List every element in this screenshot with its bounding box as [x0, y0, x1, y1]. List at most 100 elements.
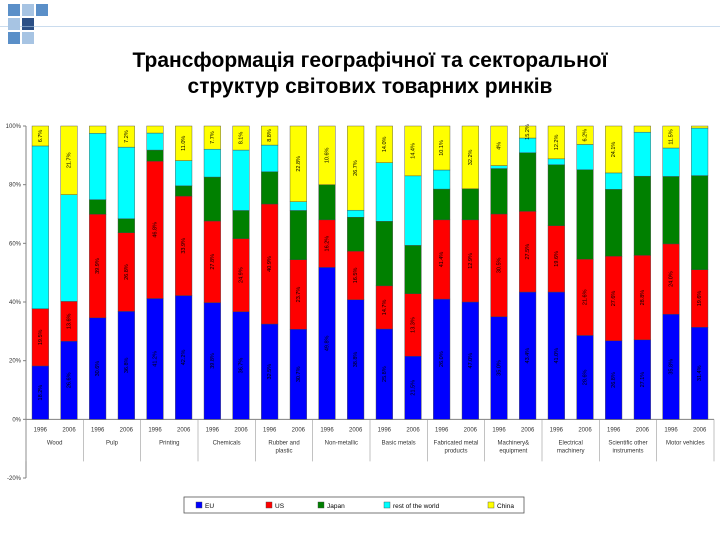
x-tick-label: 2006: [578, 427, 592, 433]
bar-segment: [605, 189, 623, 257]
group-label: Electrical: [558, 440, 582, 446]
data-label: 6.7%: [38, 130, 44, 143]
data-label: 41.4%: [439, 252, 445, 268]
data-label: 39.9%: [95, 258, 101, 274]
data-label: 30.6%: [95, 361, 101, 377]
bar-segment: [203, 176, 221, 222]
decor-square-7: [22, 32, 34, 44]
data-label: 36.7%: [238, 358, 244, 374]
legend-label: US: [275, 503, 285, 510]
x-tick-label: 1996: [664, 427, 678, 433]
bar-segment: [89, 125, 107, 134]
bar-segment: [117, 146, 135, 219]
group-label: instruments: [612, 448, 643, 454]
bar-segment: [547, 125, 565, 160]
bar-segment: [662, 147, 680, 177]
x-tick-label: 1996: [607, 427, 621, 433]
bar-segment: [89, 199, 107, 215]
bar-segment: [404, 125, 422, 177]
x-tick-label: 1996: [550, 427, 564, 433]
decor-square-1: [8, 4, 20, 16]
data-label: 22.8%: [296, 156, 302, 172]
bar-segment: [691, 125, 709, 129]
group-label: Scientific other: [608, 440, 647, 446]
data-label: 15.2%: [525, 124, 531, 140]
bar-segment: [232, 125, 250, 151]
data-label: 30.5%: [496, 257, 502, 273]
data-label: 46.8%: [152, 222, 158, 238]
bar-segment: [31, 125, 49, 147]
bar-segment: [605, 125, 623, 174]
group-label: Non-metallic: [325, 440, 358, 446]
legend-swatch: [487, 501, 495, 509]
data-label: 19.5%: [38, 329, 44, 345]
data-label: 23.7%: [296, 287, 302, 303]
slide-title-line2: структур світових товарних ринків: [187, 75, 553, 98]
bar-segment: [89, 133, 107, 200]
bar-segment: [175, 185, 193, 197]
legend-swatch: [195, 501, 203, 509]
bar-segment: [375, 221, 393, 287]
x-tick-label: 1996: [320, 427, 334, 433]
bar-segment: [433, 125, 451, 171]
data-label: 32.5%: [267, 364, 273, 380]
decor-square-2: [22, 4, 34, 16]
bar-segment: [318, 125, 336, 185]
data-label: 33.9%: [181, 238, 187, 254]
bar-segment: [375, 162, 393, 222]
bar-segment: [490, 168, 508, 215]
group-label: Pulp: [106, 440, 119, 446]
data-label: 28.8%: [640, 290, 646, 306]
group-label: equipment: [499, 448, 527, 454]
y-tick-label: 60%: [9, 241, 22, 247]
data-label: 6.2%: [582, 129, 588, 142]
legend-swatch: [265, 501, 273, 509]
x-tick-label: 2006: [464, 427, 478, 433]
data-label: 26.8%: [124, 264, 130, 280]
bar-segment: [662, 125, 680, 149]
x-tick-label: 1996: [148, 427, 162, 433]
group-label: Rubber and: [268, 440, 299, 446]
data-label: 39.8%: [210, 353, 216, 369]
data-label: 14.7%: [382, 300, 388, 316]
bar-segment: [576, 169, 594, 260]
x-tick-label: 2006: [234, 427, 248, 433]
y-tick-label: 20%: [9, 359, 22, 365]
data-label: 27.8%: [210, 254, 216, 270]
data-label: 31.4%: [697, 365, 703, 381]
bar-segment: [347, 209, 365, 218]
bar-segment: [633, 175, 651, 256]
group-label: Fabricated metal: [434, 440, 479, 446]
bar-segment: [261, 144, 279, 172]
decor-square-4: [8, 18, 20, 30]
data-label: 10.6%: [324, 147, 330, 163]
data-label: 10.1%: [439, 140, 445, 156]
bar-segment: [117, 125, 135, 148]
group-label: Wood: [47, 440, 63, 446]
group-label: Motor vehicles: [666, 440, 705, 446]
bar-segment: [490, 125, 508, 166]
bar-segment: [519, 125, 537, 139]
x-tick-label: 1996: [91, 427, 105, 433]
bar-segment: [547, 158, 565, 165]
data-label: 7.2%: [124, 130, 130, 143]
bar-segment: [60, 125, 78, 195]
bar-segment: [347, 125, 365, 211]
group-label: machinery: [557, 448, 585, 454]
data-label: 12.2%: [554, 135, 560, 151]
bar-segment: [576, 125, 594, 145]
bar-segment: [261, 125, 279, 146]
bar-segment: [203, 125, 221, 150]
bar-segment: [232, 210, 250, 239]
data-label: 27.6%: [611, 291, 617, 307]
group-label: products: [444, 448, 467, 454]
y-tick-label: 0%: [12, 417, 21, 423]
data-label: 24.9%: [238, 267, 244, 283]
data-label: 19.6%: [554, 251, 560, 267]
data-label: 19.6%: [697, 291, 703, 307]
x-tick-label: 2006: [349, 427, 363, 433]
x-tick-label: 1996: [378, 427, 392, 433]
slide-title: Трансформація географічної та секторальн…: [40, 48, 700, 100]
data-label: 41.0%: [554, 348, 560, 364]
